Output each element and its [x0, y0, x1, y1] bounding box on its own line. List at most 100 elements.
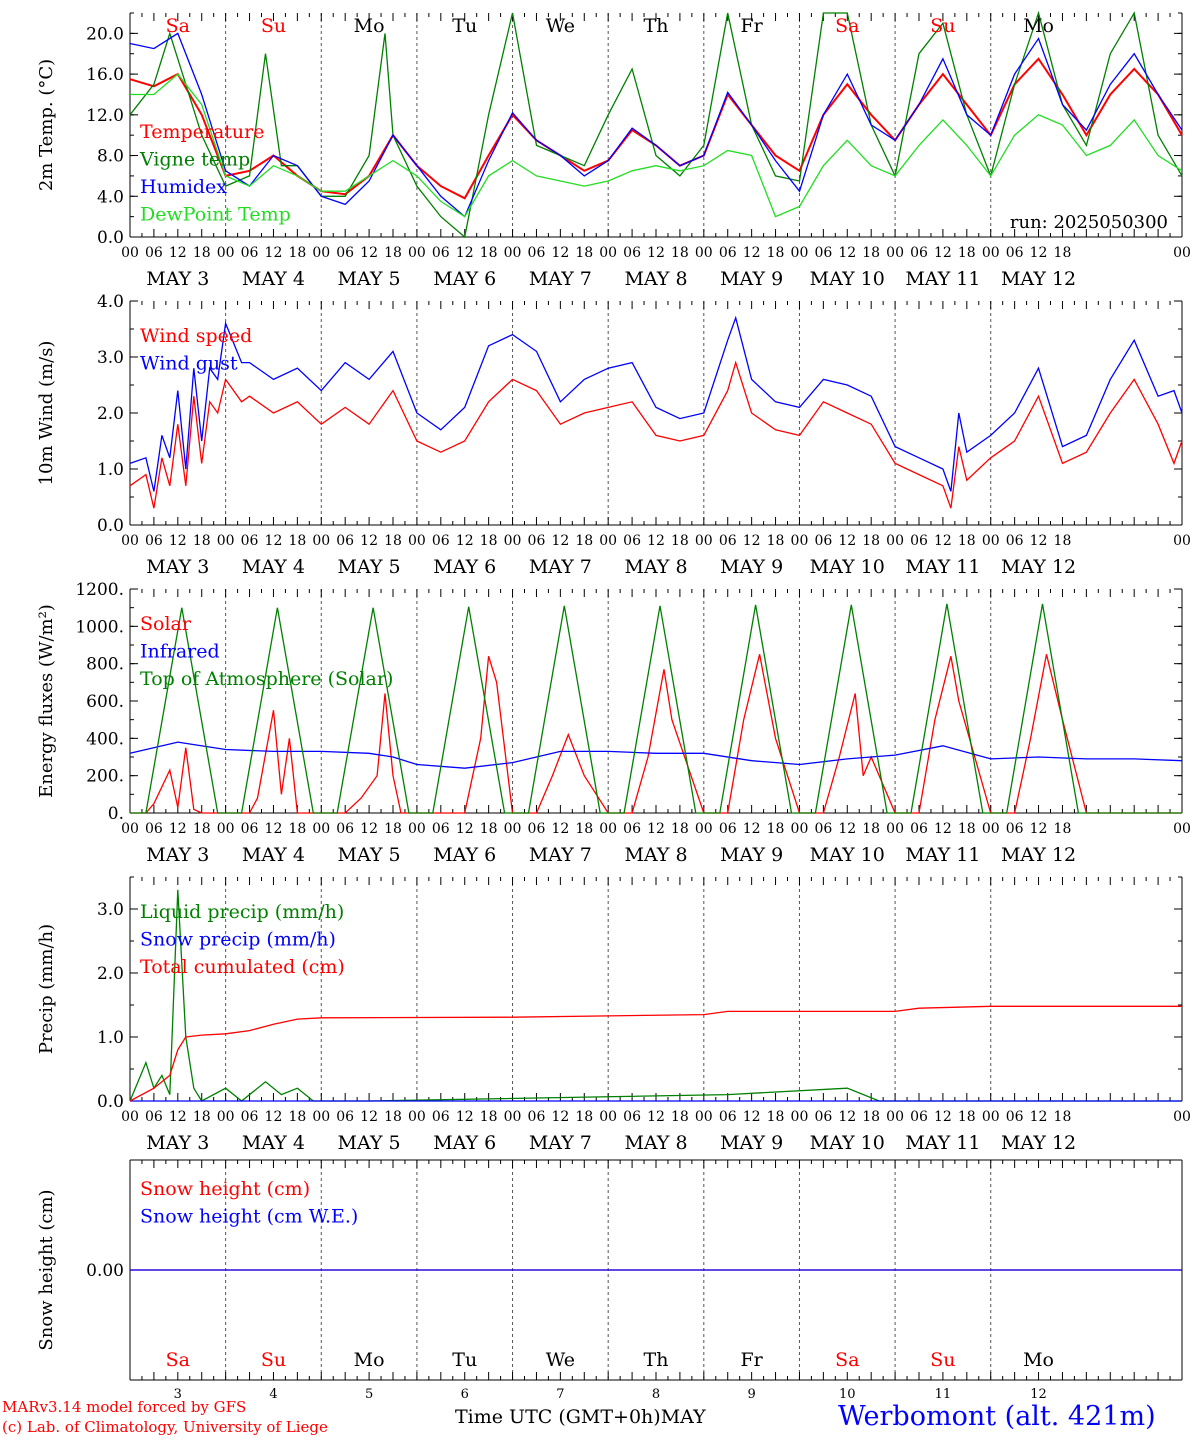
legend-entry: Total cumulated (cm)	[140, 956, 345, 978]
hour-tick-label: 00	[982, 533, 1000, 549]
day-label: Mo	[1023, 1349, 1054, 1371]
day-number: 3	[174, 1387, 182, 1402]
hour-tick-label: 06	[814, 1109, 832, 1125]
day-label: Sa	[835, 1349, 859, 1371]
y-tick-label: 2.0	[97, 964, 124, 984]
hour-tick-label: 18	[862, 245, 880, 261]
day-label: We	[546, 15, 575, 37]
hour-tick-label: 12	[934, 1109, 952, 1125]
y-tick-label: 600.	[86, 692, 124, 712]
day-number: 5	[365, 1387, 373, 1402]
hour-tick-label: 12	[743, 533, 761, 549]
hour-tick-label: 06	[241, 1109, 259, 1125]
hour-tick-label: 00	[217, 245, 235, 261]
date-label: MAY 4	[242, 1132, 305, 1154]
hour-tick-label: 06	[719, 533, 737, 549]
hour-tick-label: 06	[623, 245, 641, 261]
hour-tick-label: 12	[647, 245, 665, 261]
date-label: MAY 11	[905, 844, 980, 866]
hour-tick-label: 12	[456, 1109, 474, 1125]
hour-tick-label: 00	[121, 533, 139, 549]
day-number: 12	[1030, 1387, 1047, 1402]
hour-tick-label: 12	[1030, 1109, 1048, 1125]
date-label: MAY 12	[1001, 844, 1076, 866]
hour-tick-label: 18	[575, 821, 593, 837]
hour-tick-label: 12	[838, 533, 856, 549]
day-label: Sa	[166, 15, 190, 37]
legend-entry: Vigne temp	[139, 149, 250, 171]
hour-tick-label: 18	[958, 533, 976, 549]
hour-tick-label: 12	[647, 1109, 665, 1125]
hour-tick-label: 06	[719, 1109, 737, 1125]
x-axis-label: Time UTC (GMT+0h)MAY	[455, 1406, 706, 1428]
hour-tick-label: 12	[934, 821, 952, 837]
y-tick-label: 0.	[108, 804, 124, 824]
date-label: MAY 8	[624, 556, 687, 578]
hour-tick-label: 06	[336, 821, 354, 837]
y-tick-label: 12.0	[86, 106, 124, 126]
y-tick-label: 20.0	[86, 24, 124, 44]
hour-tick-label: 00	[504, 821, 522, 837]
hour-tick-label: 12	[169, 533, 187, 549]
y-tick-label: 800.	[86, 655, 124, 675]
hour-tick-label: 00	[982, 1109, 1000, 1125]
hour-tick-label: 18	[384, 245, 402, 261]
date-label: MAY 9	[720, 556, 783, 578]
hour-tick-label: 00	[504, 533, 522, 549]
hour-tick-label: 12	[169, 1109, 187, 1125]
series-line-liquid-precip-mm-h-	[129, 889, 1182, 1102]
hour-tick-label: 18	[767, 533, 785, 549]
hour-tick-label: 00	[217, 533, 235, 549]
day-label: Tu	[452, 15, 477, 37]
day-label: Mo	[354, 1349, 385, 1371]
hour-tick-label: 00	[121, 1109, 139, 1125]
y-tick-label: 3.0	[97, 900, 124, 920]
date-label: MAY 7	[529, 1132, 592, 1154]
hour-tick-label: 06	[241, 245, 259, 261]
hour-tick-label: 18	[288, 245, 306, 261]
day-number: 11	[935, 1387, 952, 1402]
hour-tick-label: 00	[408, 245, 426, 261]
panel-1: 0.0 4.0 8.0 12.0 16.0 20.0 2m Temp. (°C) Temper…	[36, 10, 1191, 290]
y-axis-title: 10m Wind (m/s)	[36, 341, 57, 486]
legend-entry: Temperature	[140, 121, 264, 143]
hour-tick-label: 00	[982, 245, 1000, 261]
hour-tick-label: 06	[145, 1109, 163, 1125]
y-tick-label: 1.0	[97, 460, 124, 480]
hour-tick-label: 06	[623, 821, 641, 837]
hour-tick-label: 12	[743, 245, 761, 261]
hour-tick-label: 06	[432, 533, 450, 549]
legend-entry: Top of Atmosphere (Solar)	[140, 668, 393, 690]
series-line-dewpoint-temp	[130, 73, 1183, 218]
day-number: 8	[652, 1387, 660, 1402]
legend-entry: Wind gust	[140, 353, 238, 375]
series-line-wind-gust	[129, 315, 1183, 492]
y-tick-label: 3.0	[97, 348, 124, 368]
series-line-vigne-temp	[129, 10, 1183, 239]
hour-tick-label: 00	[121, 821, 139, 837]
hour-tick-label: 18	[1054, 821, 1072, 837]
hour-tick-label: 18	[767, 1109, 785, 1125]
date-label: MAY 3	[146, 1132, 209, 1154]
hour-tick-label: 06	[814, 245, 832, 261]
hour-tick-label: 12	[360, 533, 378, 549]
hour-tick-label: 18	[384, 821, 402, 837]
panel-2: 0.0 1.0 2.0 3.0 4.0 10m Wind (m/s) Wind speed W…	[36, 292, 1191, 578]
hour-tick-label: 12	[456, 245, 474, 261]
y-tick-label: 0.0	[97, 1092, 124, 1112]
hour-tick-label: 12	[838, 1109, 856, 1125]
hour-tick-label: 06	[528, 821, 546, 837]
hour-tick-label: 06	[1006, 245, 1024, 261]
hour-tick-label: 18	[193, 1109, 211, 1125]
hour-tick-label: 00	[599, 821, 617, 837]
hour-tick-label: 12	[169, 821, 187, 837]
day-label: Tu	[452, 1349, 477, 1371]
date-label: MAY 3	[146, 556, 209, 578]
hour-tick-label: 00	[312, 245, 330, 261]
hour-tick-label: 18	[480, 1109, 498, 1125]
legend-entry: DewPoint Temp	[140, 204, 291, 226]
hour-tick-label: 12	[265, 821, 283, 837]
hour-tick-label: 00	[886, 821, 904, 837]
hour-tick-label: 06	[623, 533, 641, 549]
day-label: Fr	[741, 15, 764, 37]
